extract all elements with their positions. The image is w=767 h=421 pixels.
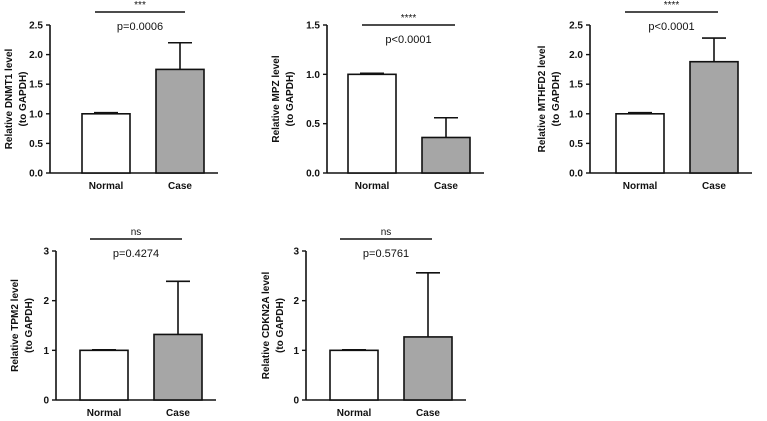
x-category-label: Normal bbox=[355, 181, 390, 192]
bar-normal bbox=[79, 349, 129, 401]
y-tick-label: 0.5 bbox=[29, 139, 43, 150]
x-category-label: Case bbox=[166, 408, 190, 419]
bar-case bbox=[155, 68, 205, 174]
p-value-label: p<0.0001 bbox=[385, 34, 431, 46]
p-value-label: p=0.0006 bbox=[117, 21, 163, 33]
significance-label: *** bbox=[134, 0, 146, 11]
y-tick-label: 2 bbox=[43, 296, 49, 307]
y-tick-label: 1.0 bbox=[29, 109, 43, 120]
y-axis-label: Relative DNMT1 level bbox=[4, 48, 15, 149]
y-axis-label-unit: (to GAPDH) bbox=[24, 298, 35, 353]
y-tick-label: 2.5 bbox=[29, 21, 43, 32]
x-category-label: Normal bbox=[89, 181, 124, 192]
bar-case bbox=[403, 336, 453, 401]
y-tick-label: 0.0 bbox=[569, 169, 583, 180]
y-axis-label: Relative CDKN2A level bbox=[261, 272, 272, 380]
y-tick-label: 0.0 bbox=[306, 169, 320, 180]
y-tick-label: 1 bbox=[43, 346, 49, 357]
x-category-label: Normal bbox=[623, 181, 658, 192]
significance-label: **** bbox=[401, 13, 417, 24]
y-tick-label: 1.0 bbox=[306, 70, 320, 81]
y-tick-label: 1.5 bbox=[306, 21, 320, 32]
y-axis-label: Relative MPZ level bbox=[271, 55, 282, 142]
y-tick-label: 0.5 bbox=[569, 139, 583, 150]
y-tick-label: 2.0 bbox=[569, 50, 583, 61]
significance-label: ns bbox=[131, 227, 142, 238]
x-category-label: Case bbox=[416, 408, 440, 419]
bar-normal bbox=[615, 113, 665, 174]
y-tick-label: 0 bbox=[293, 396, 299, 407]
significance-label: ns bbox=[381, 227, 392, 238]
x-category-label: Normal bbox=[337, 408, 372, 419]
x-category-label: Case bbox=[434, 181, 458, 192]
significance-label: **** bbox=[664, 0, 680, 11]
y-tick-label: 3 bbox=[43, 247, 49, 258]
y-tick-label: 1.5 bbox=[569, 80, 583, 91]
y-tick-label: 2.5 bbox=[569, 21, 583, 32]
y-axis-label-unit: (to GAPDH) bbox=[275, 298, 286, 353]
x-category-label: Normal bbox=[87, 408, 122, 419]
y-tick-label: 0.0 bbox=[29, 169, 43, 180]
x-category-label: Case bbox=[702, 181, 726, 192]
y-tick-label: 2 bbox=[293, 296, 299, 307]
y-tick-label: 0.5 bbox=[306, 119, 320, 130]
y-tick-label: 2.0 bbox=[29, 50, 43, 61]
y-axis-label-unit: (to GAPDH) bbox=[551, 72, 562, 127]
p-value-label: p<0.0001 bbox=[648, 21, 694, 33]
y-axis-label: Relative MTHFD2 level bbox=[537, 45, 548, 152]
y-tick-label: 1.0 bbox=[569, 109, 583, 120]
p-value-label: p=0.5761 bbox=[363, 248, 409, 260]
y-axis-label-unit: (to GAPDH) bbox=[18, 72, 29, 127]
x-category-label: Case bbox=[168, 181, 192, 192]
y-axis-label-unit: (to GAPDH) bbox=[285, 72, 296, 127]
bar-normal bbox=[329, 349, 379, 401]
bar-case bbox=[689, 60, 739, 174]
y-axis-label: Relative TPM2 level bbox=[10, 279, 21, 372]
y-tick-label: 3 bbox=[293, 247, 299, 258]
y-tick-label: 1 bbox=[293, 346, 299, 357]
y-tick-label: 0 bbox=[43, 396, 49, 407]
p-value-label: p=0.4274 bbox=[113, 248, 159, 260]
y-tick-label: 1.5 bbox=[29, 80, 43, 91]
bar-normal bbox=[347, 73, 397, 174]
